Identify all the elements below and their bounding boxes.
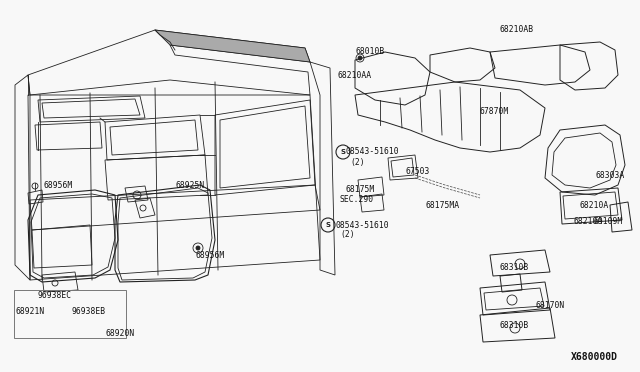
Text: 68921N: 68921N [16,308,45,317]
Text: 68925N: 68925N [175,180,204,189]
Text: 96938EC: 96938EC [38,291,72,299]
Polygon shape [155,30,310,62]
Text: 68210A: 68210A [573,218,602,227]
Text: X680000D: X680000D [571,352,618,362]
Text: S: S [326,222,330,228]
Text: 68210A: 68210A [580,201,609,209]
Text: 68956M: 68956M [44,180,73,189]
Text: 68956M: 68956M [195,250,224,260]
Text: 68175M: 68175M [345,186,374,195]
Text: 67503: 67503 [405,167,429,176]
Text: 68310B: 68310B [500,263,529,273]
Circle shape [358,56,362,60]
Text: (2): (2) [340,231,355,240]
Text: 68010B: 68010B [355,48,384,57]
Text: 68310B: 68310B [500,321,529,330]
Text: 68175MA: 68175MA [425,201,459,209]
Text: SEC.290: SEC.290 [340,196,374,205]
Circle shape [196,246,200,250]
Text: 68170N: 68170N [535,301,564,310]
Text: 68210AB: 68210AB [500,26,534,35]
Text: 08543-51610: 08543-51610 [335,221,388,230]
Text: 68920N: 68920N [105,328,134,337]
Text: 68303A: 68303A [596,170,625,180]
Text: 08543-51610: 08543-51610 [345,148,399,157]
Text: S: S [340,149,346,155]
Text: 96938EB: 96938EB [72,308,106,317]
Text: 69109M: 69109M [594,218,623,227]
Text: 68210AA: 68210AA [337,71,371,80]
Text: 67870M: 67870M [480,108,509,116]
Text: (2): (2) [350,157,365,167]
